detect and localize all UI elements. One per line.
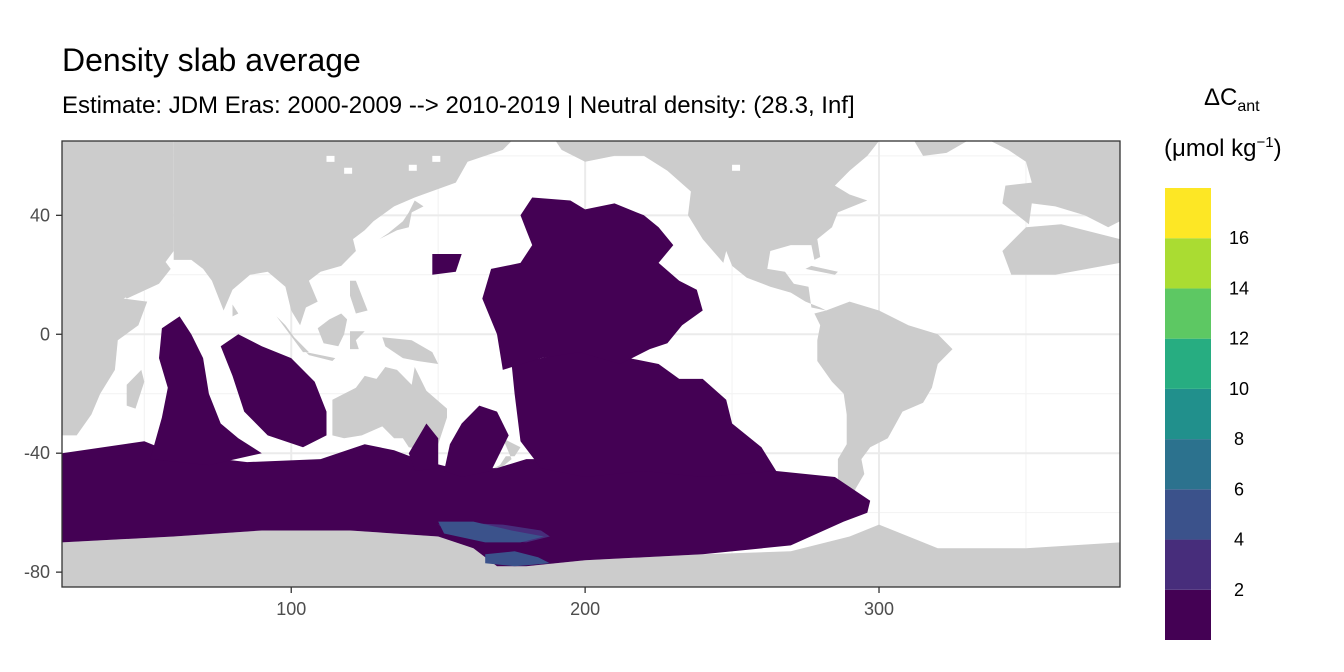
ross-sea-inner [485,551,550,567]
legend-label: 6 [1234,479,1244,499]
legend-swatch [1165,439,1211,490]
legend-label: 12 [1229,329,1249,349]
chart-title: Density slab average [62,42,361,78]
ross-sea-shelf [438,521,544,543]
tasman-west [408,423,439,471]
legend-swatch [1165,338,1211,389]
legend-unit: (μmol kg−1) [1164,134,1282,163]
indian-ocean-east [220,334,327,448]
legend-label: 16 [1229,228,1249,248]
small-lake [408,164,417,171]
north-pacific-basin [482,197,703,370]
borneo-land [317,313,348,347]
legend-swatch [1165,188,1211,239]
australia-land [332,367,447,451]
cuba-land [805,265,838,275]
small-lake [432,155,441,162]
y-tick-label: 40 [30,205,50,225]
legend-label: 4 [1234,530,1244,550]
legend-unit-superscript: −1 [1256,134,1274,151]
y-tick-label: -40 [24,443,50,463]
samerica-land [814,301,953,498]
srilanka-land [232,304,239,317]
small-lake [344,167,353,174]
sumatra-land [276,316,309,353]
greenland-land [914,141,968,156]
legend-label: 8 [1234,429,1244,449]
legend-unit-text: (μmol kg [1164,135,1257,162]
legend-title-subscript: ant [1237,97,1260,115]
y-tick-label: 0 [40,324,50,344]
sulawesi-land [350,331,365,350]
newguinea-land [382,337,439,364]
europe-land [990,141,1120,228]
legend-swatch [1165,539,1211,590]
eurasia-land [173,141,512,326]
y-tick-label: -80 [24,562,50,582]
legend-label: 10 [1229,379,1249,399]
x-tick-label: 200 [570,599,600,619]
south-pacific-basin [511,349,777,477]
madagascar-land [126,369,145,409]
panel-border [61,140,1121,588]
legend-unit-close: ) [1273,135,1282,162]
small-lake [326,155,335,162]
legend-label: 14 [1229,278,1249,298]
small-lake [614,191,623,198]
legend-swatch [1165,288,1211,339]
tasman-sea [444,405,509,477]
legend-swatch [1165,589,1211,640]
legend-swatch [1165,388,1211,440]
legend-colorbar: 2 4 6 8 10 12 14 16 [1165,188,1249,640]
java-land [305,352,336,361]
legend-swatch [1165,238,1211,289]
small-lake [732,164,741,171]
nafrica-land [1002,224,1120,275]
newzealand-land [488,438,521,474]
land-layer [62,141,1120,587]
africa-land [62,141,174,436]
ocean-data-layer [62,197,871,567]
namerica-land [555,141,879,311]
x-tick-label: 300 [864,599,894,619]
legend-title-main: ΔC [1204,84,1238,111]
legend-title: ΔCant [1204,84,1260,116]
indian-ocean-west [150,316,262,466]
x-tick-label: 100 [276,599,306,619]
philippines-land [350,280,368,314]
legend-label: 2 [1234,580,1244,600]
antarctica-land [62,524,1120,587]
japan-land [379,200,424,240]
chart-subtitle: Estimate: JDM Eras: 2000-2009 --> 2010-2… [62,92,855,119]
nw-pacific-patch [432,254,462,275]
arabia-land [103,245,171,299]
legend-swatch [1165,489,1211,540]
